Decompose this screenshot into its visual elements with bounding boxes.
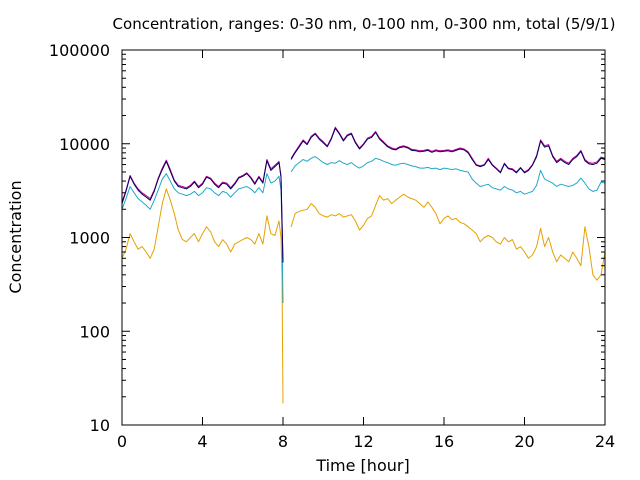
x-tick-label: 8: [278, 432, 288, 451]
series-line-2: [121, 156, 606, 304]
y-axis: 10 100 1000 10000 100000: [49, 41, 605, 435]
plot-frame: [121, 49, 606, 426]
y-axis-label: Concentration: [6, 180, 25, 293]
series-line-4: [121, 127, 606, 263]
y-tick-label: 10: [90, 416, 110, 435]
x-axis-label: Time [hour]: [315, 456, 409, 475]
x-tick-label: 20: [514, 432, 534, 451]
x-axis: 0 4 8 12 16 20 24: [117, 50, 615, 451]
y-tick-label: 100000: [49, 41, 110, 60]
x-tick-label: 12: [353, 432, 373, 451]
series-line-1: [121, 188, 606, 404]
x-tick-label: 0: [117, 432, 127, 451]
y-tick-label: 10000: [59, 135, 110, 154]
x-tick-label: 24: [595, 432, 615, 451]
x-tick-label: 4: [197, 432, 207, 451]
plot-lines: [121, 126, 606, 404]
y-tick-label: 1000: [69, 229, 110, 248]
series-line-3: [121, 126, 606, 262]
chart-title: Concentration, ranges: 0-30 nm, 0-100 nm…: [113, 15, 616, 33]
y-tick-label: 100: [79, 322, 110, 341]
x-tick-label: 16: [434, 432, 454, 451]
